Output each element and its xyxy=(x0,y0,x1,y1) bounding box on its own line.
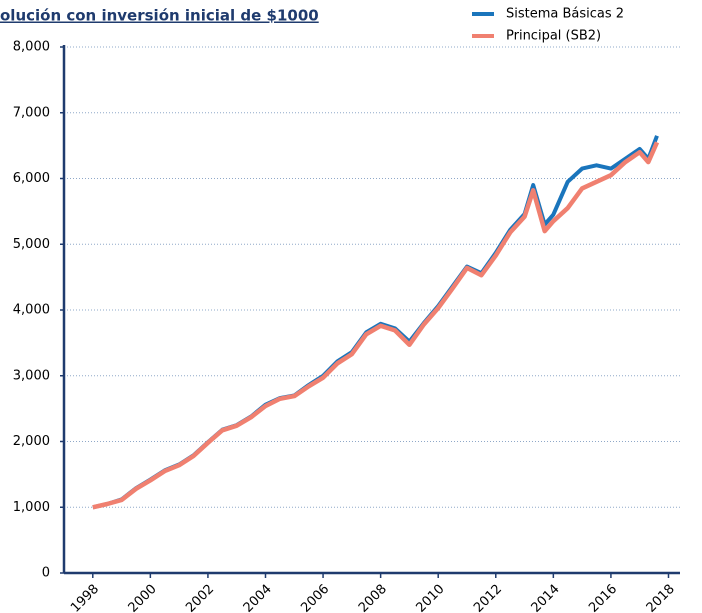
y-tick-label: 0 xyxy=(42,566,50,581)
x-tick-label: 2002 xyxy=(183,582,217,613)
series-line xyxy=(92,135,659,510)
x-tick-label: 1998 xyxy=(68,582,102,613)
y-tick-label: 4,000 xyxy=(13,303,50,318)
x-tick-label: 2010 xyxy=(414,582,448,613)
legend-label: Principal (SB2) xyxy=(506,29,601,44)
x-tick-label: 2014 xyxy=(529,582,563,613)
x-tick-label: 2016 xyxy=(586,582,620,613)
legend-label: Sistema Básicas 2 xyxy=(506,7,624,22)
y-tick-label: 5,000 xyxy=(13,237,50,252)
y-tick-label: 2,000 xyxy=(13,434,50,449)
chart-title: olución con inversión inicial de $1000 xyxy=(0,7,319,25)
x-tick-label: 2012 xyxy=(471,582,505,613)
y-tick-label: 1,000 xyxy=(13,500,50,515)
x-tick-label: 2008 xyxy=(356,582,390,613)
y-tick-label: 3,000 xyxy=(13,368,50,383)
y-tick-label: 6,000 xyxy=(13,171,50,186)
x-tick-label: 2004 xyxy=(241,582,275,613)
y-tick-label: 8,000 xyxy=(13,40,50,55)
series-line xyxy=(92,141,660,510)
x-tick-label: 2006 xyxy=(298,582,332,613)
x-tick-label: 2000 xyxy=(126,582,160,613)
x-tick-label: 2018 xyxy=(644,582,678,613)
y-tick-label: 7,000 xyxy=(13,105,50,120)
